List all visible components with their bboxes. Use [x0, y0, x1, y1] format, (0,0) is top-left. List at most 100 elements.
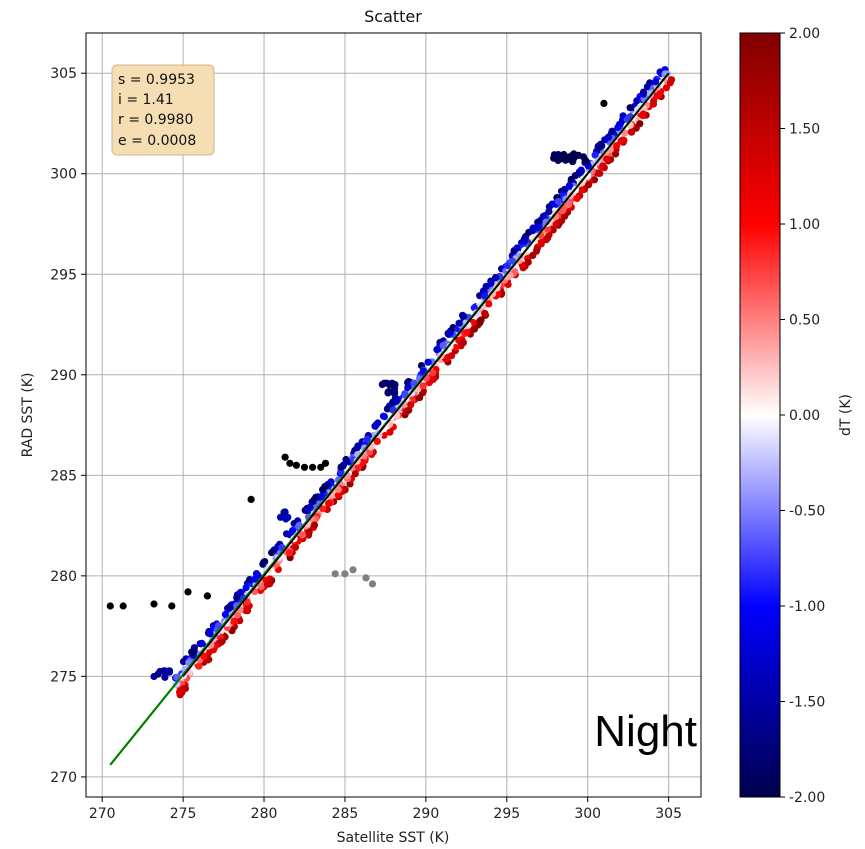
data-point — [604, 133, 613, 141]
data-point — [341, 485, 349, 493]
data-point — [237, 588, 245, 596]
data-point — [448, 352, 456, 360]
data-point — [603, 155, 611, 163]
colorbar: -2.00 -1.50 -1.00 -0.50 0.00 0.50 1.00 1.50 2.00… — [739, 26, 854, 806]
data-point-black — [119, 602, 127, 610]
data-point-black — [300, 463, 309, 471]
data-point — [354, 442, 362, 450]
data-point — [195, 662, 203, 670]
x-tick-label: 290 — [413, 806, 440, 822]
data-point — [494, 290, 502, 298]
data-point — [266, 580, 274, 588]
data-point-cluster — [384, 389, 392, 397]
data-point — [402, 408, 410, 416]
data-point — [268, 549, 276, 557]
x-tick-label: 300 — [574, 806, 601, 822]
colorbar-tick-label: 2.00 — [789, 26, 820, 42]
data-point — [462, 328, 471, 337]
identity-line — [182, 72, 670, 677]
data-points — [106, 66, 676, 699]
data-point — [257, 582, 265, 591]
data-point — [439, 341, 447, 349]
stat-intercept: i = 1.41 — [118, 92, 174, 108]
data-point-gray — [341, 570, 349, 578]
data-point — [643, 83, 652, 91]
y-tick-label: 300 — [50, 167, 77, 183]
data-point — [354, 463, 362, 471]
data-point-black — [309, 463, 317, 471]
data-point — [487, 279, 495, 288]
data-point — [306, 503, 314, 511]
data-point — [652, 78, 660, 86]
data-point-black — [317, 463, 325, 471]
data-point — [549, 226, 557, 234]
data-point — [419, 367, 427, 375]
data-point-cluster — [161, 673, 169, 681]
data-point — [513, 244, 521, 252]
data-point-cluster — [581, 156, 589, 164]
data-point — [470, 325, 478, 333]
data-point — [386, 428, 394, 436]
data-point — [363, 435, 371, 443]
data-point — [233, 593, 241, 602]
data-point-black — [150, 600, 158, 608]
stats-box: s = 0.9953 i = 1.41 r = 0.9980 e = 0.000… — [111, 64, 215, 156]
data-point — [619, 136, 627, 144]
grid-lines — [86, 33, 701, 797]
data-point-cluster — [563, 155, 571, 163]
data-point — [476, 319, 484, 327]
y-tick-label: 290 — [50, 368, 77, 384]
data-point — [627, 128, 636, 136]
y-tick-label: 295 — [50, 267, 77, 283]
data-point — [199, 640, 207, 649]
colorbar-tick-label: 1.50 — [789, 122, 820, 138]
data-point — [639, 110, 647, 118]
data-point — [424, 358, 432, 366]
data-point — [373, 437, 381, 445]
data-point — [288, 527, 297, 535]
data-point — [206, 630, 214, 638]
data-point-cluster — [165, 667, 174, 675]
data-point — [217, 638, 225, 646]
data-point — [537, 240, 545, 248]
data-point — [578, 186, 586, 194]
data-point — [491, 274, 500, 282]
data-point-gray — [362, 574, 370, 582]
data-point-gray — [368, 580, 377, 588]
colorbar-label: dT (K) — [838, 394, 854, 436]
y-axis-ticks: 270 275 280 285 290 295 300 305 — [50, 66, 86, 786]
data-point — [351, 470, 359, 478]
data-point — [383, 405, 391, 413]
data-point-black — [247, 495, 255, 503]
stat-slope: s = 0.9953 — [118, 72, 195, 88]
data-point — [324, 499, 333, 508]
data-point — [544, 225, 552, 233]
plot-frame — [85, 32, 702, 798]
y-tick-label: 275 — [50, 669, 77, 685]
colorbar-tick-label: -1.00 — [789, 599, 825, 615]
data-point — [308, 498, 316, 506]
data-point-cluster — [156, 667, 164, 676]
data-point — [371, 422, 379, 430]
x-tick-label: 285 — [332, 806, 359, 822]
data-point-cluster — [276, 513, 285, 521]
y-tick-label: 270 — [50, 770, 77, 786]
data-point — [225, 603, 233, 611]
data-point-black — [203, 592, 211, 600]
data-point — [188, 648, 196, 656]
colorbar-tick-label: 1.00 — [789, 217, 820, 233]
data-point — [299, 531, 307, 539]
data-point — [591, 151, 599, 159]
data-point — [251, 575, 259, 583]
data-point — [485, 300, 493, 308]
data-point — [626, 104, 634, 112]
data-point — [246, 576, 254, 584]
data-point-cluster — [282, 515, 290, 523]
data-point — [337, 463, 345, 471]
data-point — [595, 143, 604, 151]
chart-title: Scatter — [364, 7, 422, 26]
data-point — [233, 611, 242, 619]
colorbar-tick-label: 0.50 — [789, 313, 820, 329]
data-point — [599, 162, 607, 170]
data-point-black — [292, 461, 300, 469]
